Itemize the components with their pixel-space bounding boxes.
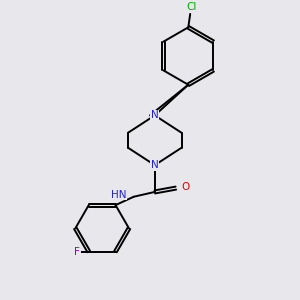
Text: O: O [181, 182, 190, 192]
Text: HN: HN [111, 190, 126, 200]
Text: Cl: Cl [186, 2, 196, 12]
Text: N: N [151, 110, 159, 120]
Text: F: F [74, 248, 80, 257]
Text: N: N [151, 160, 159, 170]
